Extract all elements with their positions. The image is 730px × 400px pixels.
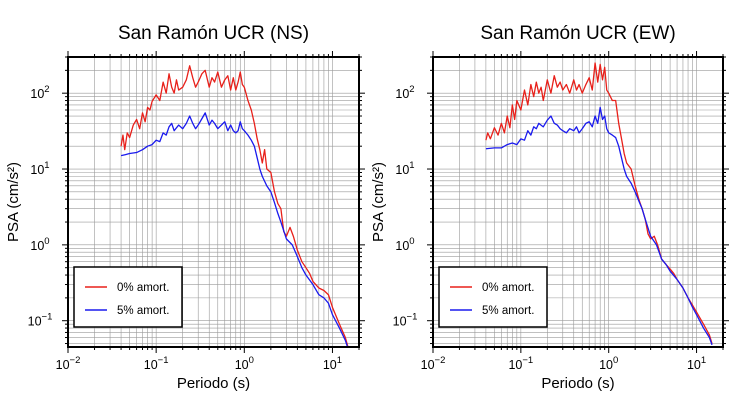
tick-base: 10 xyxy=(56,358,70,372)
chart-title: San Ramón UCR (NS) xyxy=(118,23,309,44)
tick-exponent: −1 xyxy=(407,312,418,323)
tick-exponent: 0 xyxy=(44,236,49,247)
series-line-blue xyxy=(120,112,349,347)
tick-base: 10 xyxy=(235,358,249,372)
tick-exponent: 1 xyxy=(44,160,49,171)
y-tick-label: 100 xyxy=(30,236,49,253)
tick-base: 10 xyxy=(395,87,409,101)
x-tick-label: 10−2 xyxy=(421,355,446,372)
y-tick-label: 10−1 xyxy=(393,312,418,329)
tick-exponent: 2 xyxy=(44,84,49,95)
tick-base: 10 xyxy=(421,358,435,372)
tick-base: 10 xyxy=(508,358,522,372)
x-tick-label: 10−1 xyxy=(144,355,169,372)
plot-frame xyxy=(67,56,360,348)
tick-exponent: −1 xyxy=(42,312,53,323)
x-tick-label: 101 xyxy=(687,355,706,372)
tick-base: 10 xyxy=(30,163,44,177)
y-axis-label: PSA (cm/s²) xyxy=(5,162,22,242)
y-tick-label: 102 xyxy=(395,84,414,101)
chart-title: San Ramón UCR (EW) xyxy=(480,23,675,44)
legend-label: 5% amort. xyxy=(482,305,534,317)
tick-exponent: 2 xyxy=(409,84,414,95)
x-tick-label: 10−1 xyxy=(508,355,533,372)
tick-exponent: −2 xyxy=(435,355,446,366)
legend: 0% amort. 5% amort. xyxy=(438,266,548,328)
series-lines xyxy=(485,62,713,346)
tick-base: 10 xyxy=(28,315,42,329)
y-axis-label: PSA (cm/s²) xyxy=(370,162,387,242)
legend-box xyxy=(73,266,183,328)
legend-box xyxy=(438,266,548,328)
tick-exponent: −2 xyxy=(70,355,81,366)
tick-base: 10 xyxy=(30,239,44,253)
tick-base: 10 xyxy=(687,358,701,372)
x-tick-label: 101 xyxy=(323,355,342,372)
tick-base: 10 xyxy=(599,358,613,372)
tick-exponent: 1 xyxy=(337,355,342,366)
x-axis-label: Periodo (s) xyxy=(541,375,614,392)
plot-frame xyxy=(432,56,724,348)
legend: 0% amort. 5% amort. xyxy=(73,266,183,328)
tick-exponent: −1 xyxy=(522,355,533,366)
legend-label: 0% amort. xyxy=(482,282,534,294)
tick-base: 10 xyxy=(144,358,158,372)
x-tick-label: 100 xyxy=(235,355,254,372)
legend-label: 5% amort. xyxy=(117,305,169,317)
tick-base: 10 xyxy=(323,358,337,372)
tick-exponent: −1 xyxy=(158,355,169,366)
y-tick-label: 102 xyxy=(30,84,49,101)
tick-exponent: 0 xyxy=(249,355,254,366)
series-line-red xyxy=(120,65,349,347)
tick-exponent: 0 xyxy=(613,355,618,366)
y-tick-label: 101 xyxy=(30,160,49,177)
series-line-blue xyxy=(485,106,713,346)
series-lines xyxy=(120,65,349,347)
tick-base: 10 xyxy=(30,87,44,101)
x-tick-label: 10−2 xyxy=(56,355,81,372)
tick-base: 10 xyxy=(395,163,409,177)
tick-exponent: 1 xyxy=(409,160,414,171)
tick-base: 10 xyxy=(393,315,407,329)
y-tick-label: 101 xyxy=(395,160,414,177)
y-tick-label: 100 xyxy=(395,236,414,253)
legend-label: 0% amort. xyxy=(117,282,169,294)
x-tick-label: 100 xyxy=(599,355,618,372)
x-axis-label: Periodo (s) xyxy=(177,375,250,392)
tick-base: 10 xyxy=(395,239,409,253)
tick-exponent: 1 xyxy=(701,355,706,366)
tick-exponent: 0 xyxy=(409,236,414,247)
y-tick-label: 10−1 xyxy=(28,312,53,329)
